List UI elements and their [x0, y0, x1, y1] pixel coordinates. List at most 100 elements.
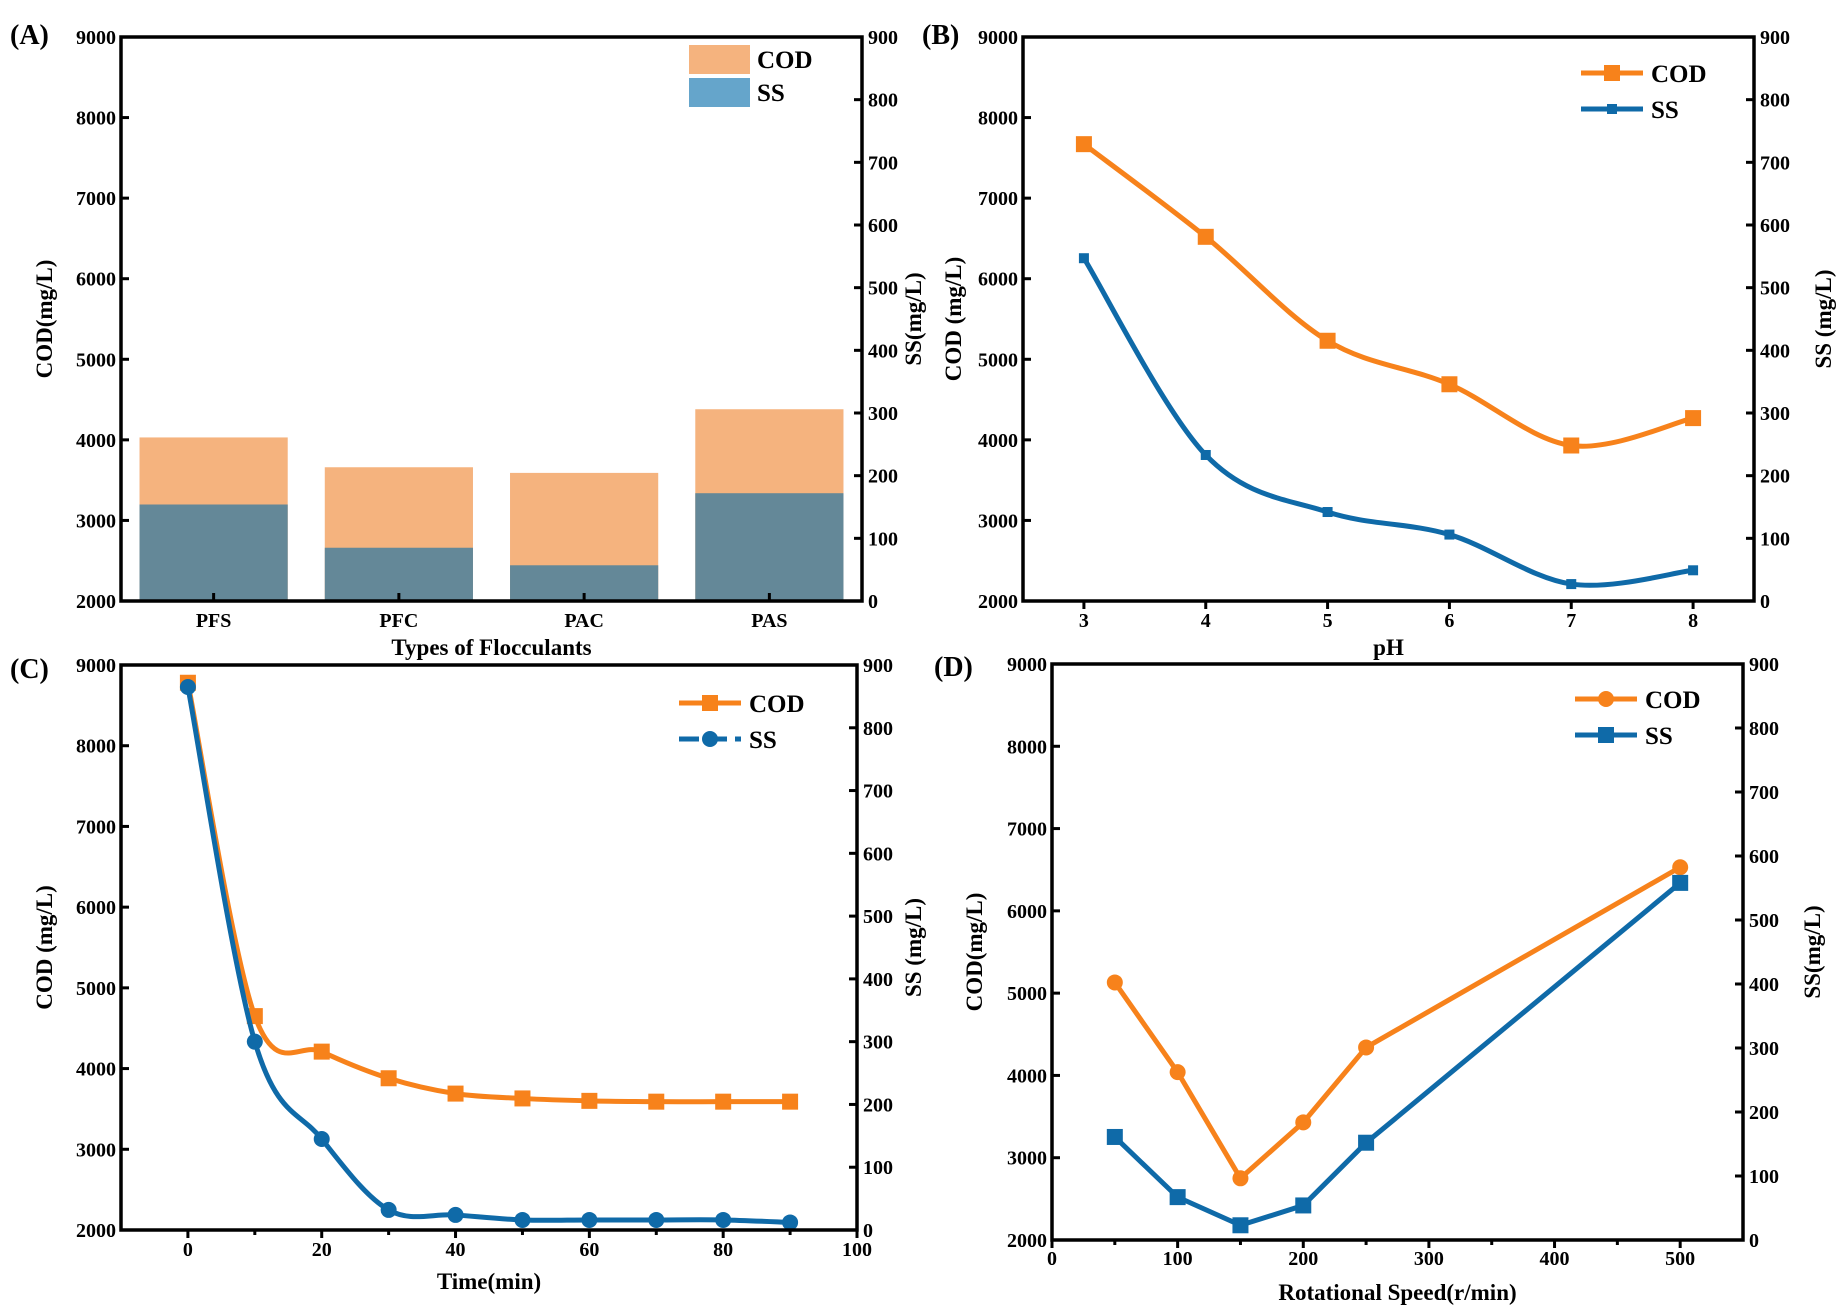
marker-cod: [313, 1043, 330, 1060]
marker-cod: [1075, 136, 1092, 153]
y-right-tick-label: 300: [868, 403, 898, 425]
legend-label-ss: SS: [757, 80, 785, 107]
marker-ss: [782, 1214, 799, 1231]
x-tick-label: 100: [842, 1239, 872, 1261]
marker-ss: [1169, 1189, 1186, 1206]
y-right-tick-label: 200: [1760, 466, 1790, 488]
line-ss: [1113, 880, 1682, 1228]
y-tick-label: 4000: [1007, 1065, 1047, 1087]
x-axis-title: Types of Flocculants: [391, 635, 591, 660]
y-right-tick-label: 500: [1749, 910, 1779, 932]
marker-cod: [581, 1092, 598, 1109]
x-tick-label: 6: [1444, 610, 1454, 632]
y-tick-label: 7000: [76, 188, 116, 210]
marker-ss: [380, 1201, 397, 1218]
x-tick-label: 3: [1079, 610, 1089, 632]
y-tick-label: 2000: [76, 1220, 116, 1242]
y-right-axis-title: SS (mg/L): [1811, 269, 1836, 368]
y-right-tick-label: 900: [868, 27, 898, 49]
y-tick-label: 3000: [978, 510, 1018, 532]
marker-cod: [782, 1093, 799, 1110]
y-axis-title: COD(mg/L): [32, 260, 57, 379]
y-right-tick-label: 0: [1760, 591, 1770, 613]
y-right-tick-label: 200: [863, 1094, 893, 1116]
legend: COD SS: [689, 45, 813, 107]
y-right-tick-label: 900: [863, 655, 893, 677]
y-right-tick-label: 100: [868, 528, 898, 550]
y-right-tick-label: 400: [1749, 974, 1779, 996]
chart-panel: 3 4 5 6 7 8 2000 3000 4000 5000 6000 7000 8000 9000 0 1…: [922, 20, 1836, 660]
panel-label: (A): [10, 20, 49, 51]
y-tick-label: 9000: [76, 27, 116, 49]
y-right-tick-label: 700: [863, 781, 893, 803]
legend-marker-cod: [702, 695, 718, 711]
y-right-tick-label: 200: [868, 466, 898, 488]
y-tick-label: 5000: [1007, 983, 1047, 1005]
marker-ss: [1322, 507, 1333, 518]
y-right-tick-label: 600: [1760, 215, 1790, 237]
y-right-axis-title: SS(mg/L): [1800, 905, 1825, 998]
y-right-tick-label: 900: [1749, 654, 1779, 676]
marker-cod: [1441, 376, 1458, 393]
chart-panel: PFS PFC PAC PAS2000300040005000600070008000…: [10, 20, 926, 660]
panel-label: (C): [10, 654, 49, 685]
y-right-tick-label: 800: [863, 718, 893, 740]
y-tick-label: 6000: [76, 269, 116, 291]
x-tick-label: PFS: [196, 610, 232, 632]
y-tick-label: 5000: [978, 349, 1018, 371]
marker-cod: [1563, 437, 1580, 454]
x-tick-label: PAC: [564, 610, 604, 632]
y-right-tick-label: 400: [863, 969, 893, 991]
y-right-tick-label: 700: [1749, 782, 1779, 804]
line-cod: [1112, 865, 1682, 1181]
marker-ss: [1672, 874, 1689, 891]
y-right-tick-label: 500: [868, 278, 898, 300]
x-tick-label: 500: [1665, 1248, 1695, 1270]
y-right-tick-label: 0: [863, 1220, 873, 1242]
y-tick-label: 5000: [76, 349, 116, 371]
legend: COD SS: [679, 691, 805, 754]
line-cod: [185, 682, 791, 1105]
y-right-tick-label: 800: [1760, 90, 1790, 112]
x-tick-label: 0: [183, 1239, 193, 1261]
chart-panel: 0 100 200 300 400 500200030004000500060007000…: [934, 652, 1825, 1305]
plot-frame: [119, 35, 864, 603]
legend-label-cod: COD: [1645, 687, 1701, 714]
legend-marker-cod: [1598, 691, 1614, 707]
marker-ss: [1358, 1134, 1375, 1151]
x-tick-label: 80: [713, 1239, 733, 1261]
line-cod: [1082, 142, 1694, 449]
y-axis-title: COD (mg/L): [32, 885, 57, 1010]
x-tick-label: 5: [1323, 610, 1333, 632]
marker-ss: [1688, 565, 1699, 576]
x-tick-label: PAS: [751, 610, 787, 632]
y-right-tick-label: 700: [868, 152, 898, 174]
line-ss: [1081, 256, 1694, 588]
marker-cod: [380, 1070, 397, 1087]
y-right-tick-label: 400: [868, 340, 898, 362]
y-right-tick-label: 600: [863, 843, 893, 865]
panel-label: (B): [922, 20, 959, 51]
legend-label-cod: COD: [1651, 61, 1707, 88]
line-ss: [185, 686, 791, 1225]
x-tick-label: 60: [579, 1239, 599, 1261]
marker-ss: [179, 678, 196, 695]
y-tick-label: 2000: [76, 591, 116, 613]
x-axis-title: Time(min): [437, 1269, 541, 1294]
legend-label-ss: SS: [1651, 97, 1679, 124]
y-tick-label: 8000: [978, 108, 1018, 130]
marker-cod: [1295, 1114, 1312, 1131]
marker-cod: [1197, 228, 1214, 245]
marker-ss: [1106, 1128, 1123, 1145]
marker-ss: [1566, 579, 1577, 590]
bar-ss: [324, 547, 473, 601]
plot-frame: [119, 663, 859, 1232]
x-tick-label: PFC: [379, 610, 418, 632]
y-tick-label: 3000: [76, 1139, 116, 1161]
marker-cod: [715, 1093, 732, 1110]
y-right-tick-label: 800: [1749, 718, 1779, 740]
y-tick-label: 8000: [1007, 736, 1047, 758]
x-tick-label: 400: [1540, 1248, 1570, 1270]
legend-marker-ss: [1598, 727, 1614, 743]
x-tick-label: 20: [312, 1239, 332, 1261]
